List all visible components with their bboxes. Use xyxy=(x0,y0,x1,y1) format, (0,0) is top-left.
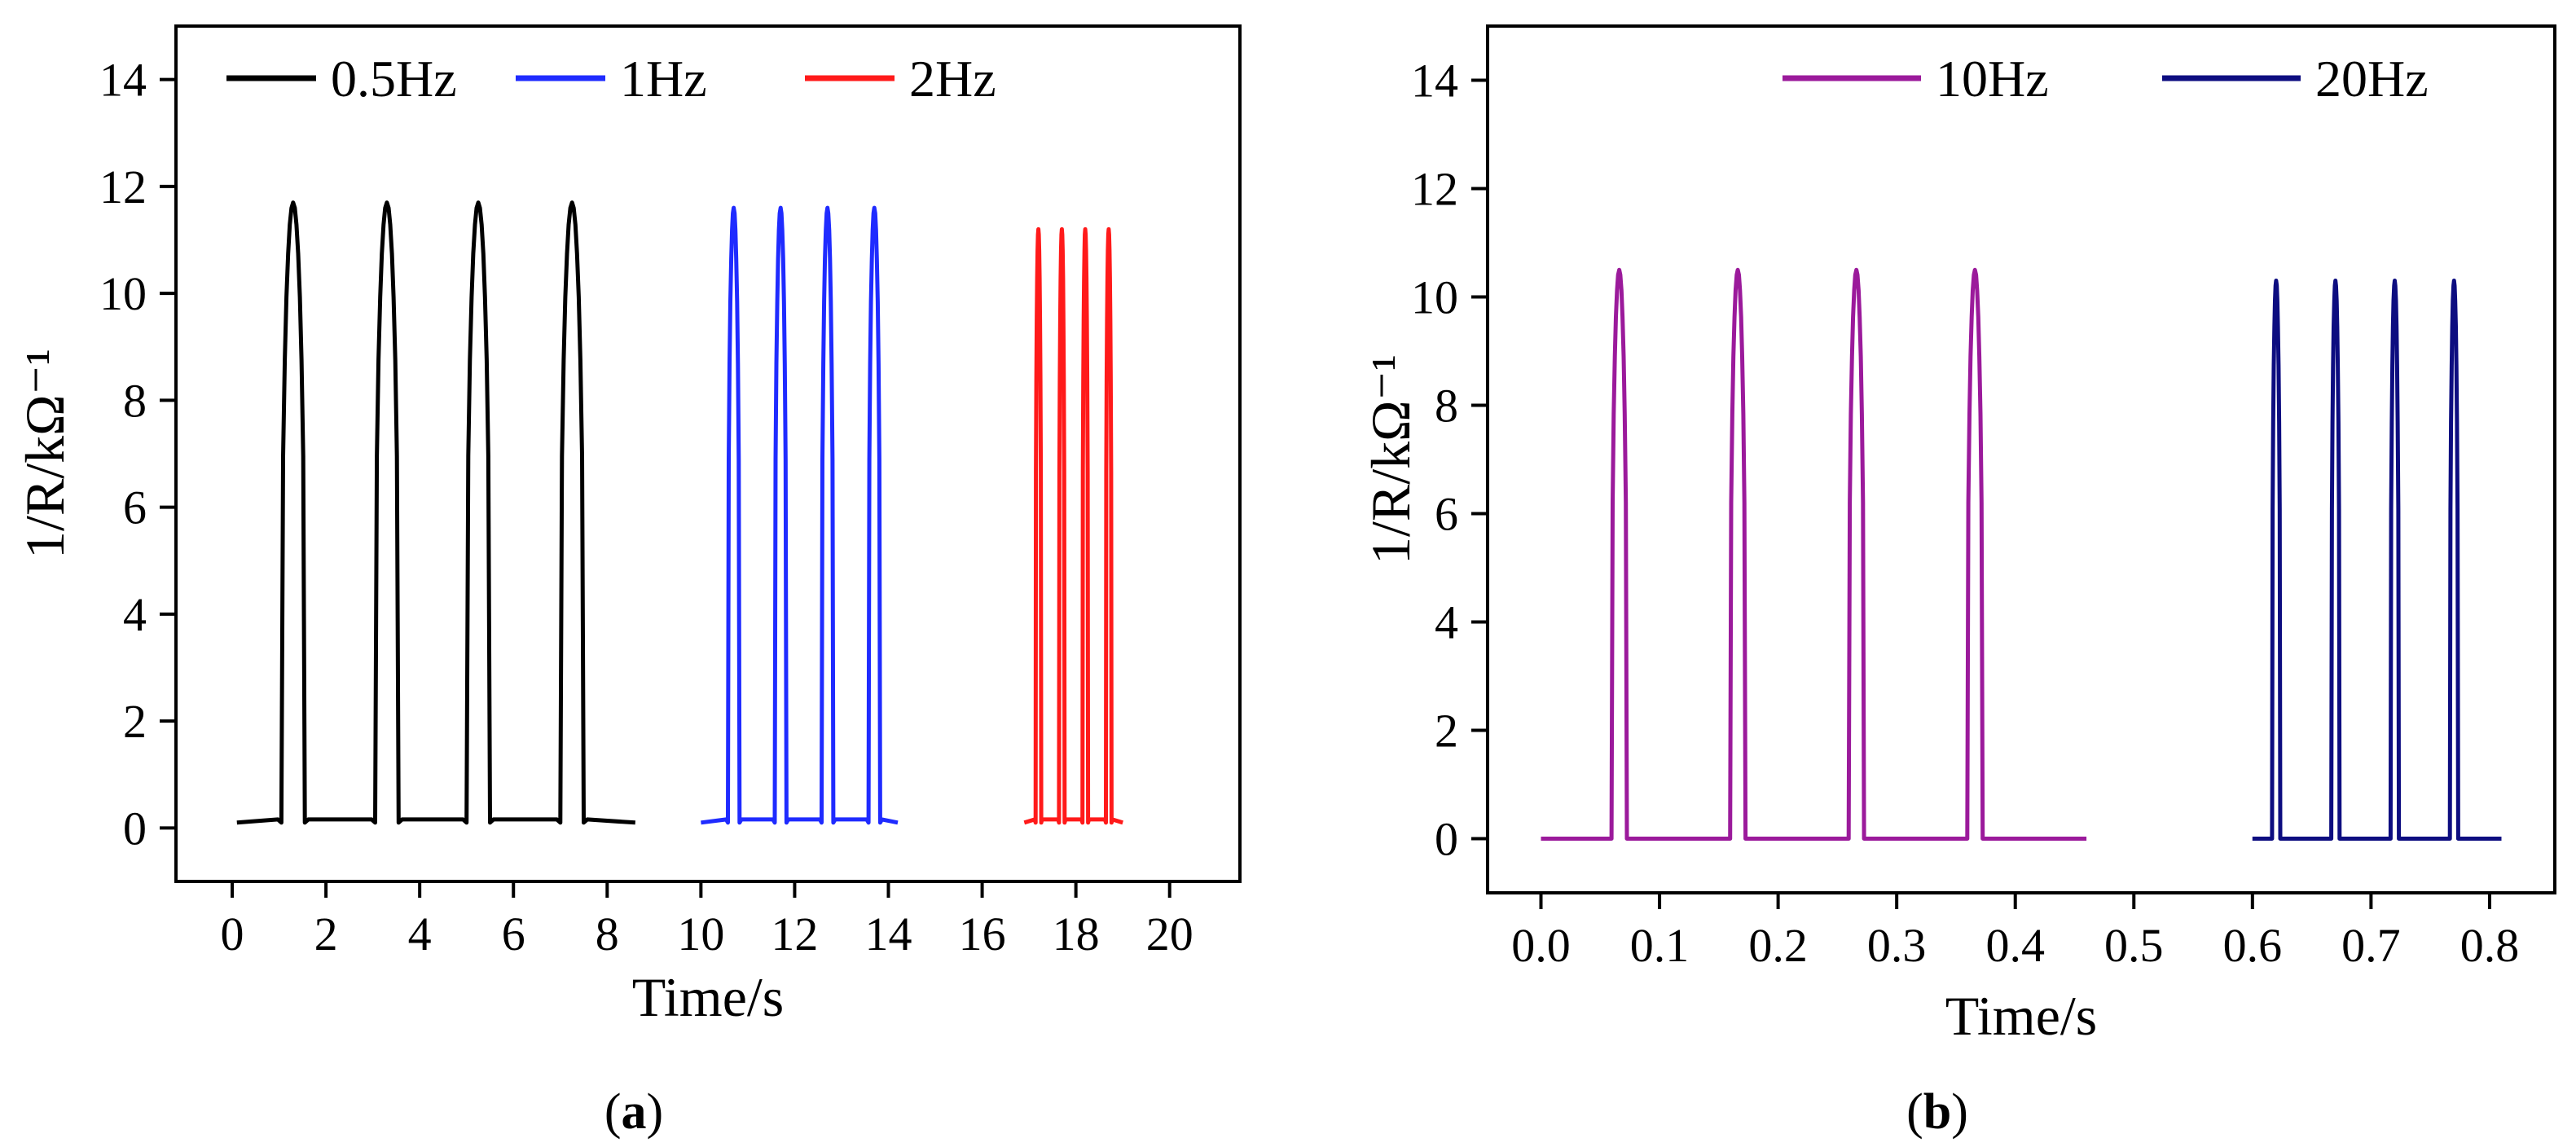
x-axis-label-b: Time/s xyxy=(1945,985,2097,1047)
legend-b: 10Hz 20Hz xyxy=(1783,50,2429,108)
x-tick-label: 2 xyxy=(314,907,338,960)
y-tick-label: 14 xyxy=(1411,55,1458,108)
y-tick-label: 12 xyxy=(1411,163,1458,216)
x-tick-label: 0.7 xyxy=(2341,919,2401,972)
panel-caption-b: (b) xyxy=(1906,1084,1968,1140)
series-b xyxy=(1541,267,2502,841)
panel-caption-a: (a) xyxy=(604,1084,663,1140)
series-line-20hz xyxy=(2252,279,2502,841)
x-tick-label: 6 xyxy=(502,907,525,960)
legend-label: 20Hz xyxy=(2315,50,2429,108)
y-tick-label: 6 xyxy=(1435,488,1458,541)
x-tick-label: 12 xyxy=(771,907,818,960)
y-axis-label-b: 1/R/kΩ⁻¹ xyxy=(1360,354,1422,565)
y-tick-label: 2 xyxy=(1435,705,1458,758)
x-tick-label: 0.6 xyxy=(2223,919,2283,972)
series-line-1hz xyxy=(701,205,899,825)
legend-label: 0.5Hz xyxy=(331,50,457,108)
y-tick-label: 4 xyxy=(123,588,147,641)
series-a xyxy=(236,200,1123,825)
plot-frame-b xyxy=(1486,24,2556,894)
x-tick-label: 4 xyxy=(408,907,432,960)
x-tick-label: 18 xyxy=(1053,907,1100,960)
legend-label: 1Hz xyxy=(620,50,707,108)
series-line-2hz xyxy=(1023,226,1123,825)
x-axis-label-a: Time/s xyxy=(632,966,784,1028)
series-line-10hz xyxy=(1541,267,2087,841)
y-axis-label-a: 1/R/kΩ⁻¹ xyxy=(14,349,76,559)
ticks-b: 0.0 0.1 0.2 0.3 0.4 0.5 0.6 0.7 0.8 0 2 4 6 8 10 12 14 xyxy=(1411,55,2519,973)
x-tick-label: 20 xyxy=(1146,907,1193,960)
x-tick-label: 0.1 xyxy=(1630,919,1690,972)
y-tick-label: 6 xyxy=(123,481,147,534)
chart-panel-a: 0 2 4 6 8 10 12 14 16 18 20 0 2 4 6 8 10 12 14 0.5Hz 1Hz 2Hz… xyxy=(14,24,1242,1140)
legend-label: 10Hz xyxy=(1936,50,2049,108)
x-tick-label: 0.5 xyxy=(2104,919,2164,972)
y-tick-label: 8 xyxy=(1435,380,1458,433)
x-tick-label: 0.4 xyxy=(1985,919,2045,972)
legend-label: 2Hz xyxy=(909,50,996,108)
x-tick-label: 10 xyxy=(677,907,724,960)
y-tick-label: 8 xyxy=(123,374,147,427)
y-tick-label: 12 xyxy=(99,160,147,213)
x-tick-label: 0.2 xyxy=(1748,919,1808,972)
x-tick-label: 0.3 xyxy=(1867,919,1927,972)
x-tick-label: 0 xyxy=(221,907,244,960)
y-tick-label: 10 xyxy=(1411,271,1458,324)
x-tick-label: 14 xyxy=(865,907,912,960)
y-tick-label: 2 xyxy=(123,695,147,748)
y-tick-label: 0 xyxy=(123,802,147,855)
y-tick-label: 4 xyxy=(1435,596,1458,649)
y-tick-label: 10 xyxy=(99,267,147,320)
series-line-05hz xyxy=(236,200,635,825)
x-tick-label: 0.8 xyxy=(2460,919,2520,972)
y-tick-label: 0 xyxy=(1435,813,1458,866)
ticks-a: 0 2 4 6 8 10 12 14 16 18 20 0 2 4 6 8 10 12 14 xyxy=(99,54,1193,960)
legend-a: 0.5Hz 1Hz 2Hz xyxy=(226,50,996,108)
chart-panel-b: 0.0 0.1 0.2 0.3 0.4 0.5 0.6 0.7 0.8 0 2 4 6 8 10 12 14 1… xyxy=(1360,24,2556,1140)
y-tick-label: 14 xyxy=(99,54,147,107)
x-tick-label: 16 xyxy=(959,907,1006,960)
x-tick-label: 0.0 xyxy=(1511,919,1571,972)
plot-frame-a xyxy=(174,24,1242,883)
x-tick-label: 8 xyxy=(596,907,619,960)
